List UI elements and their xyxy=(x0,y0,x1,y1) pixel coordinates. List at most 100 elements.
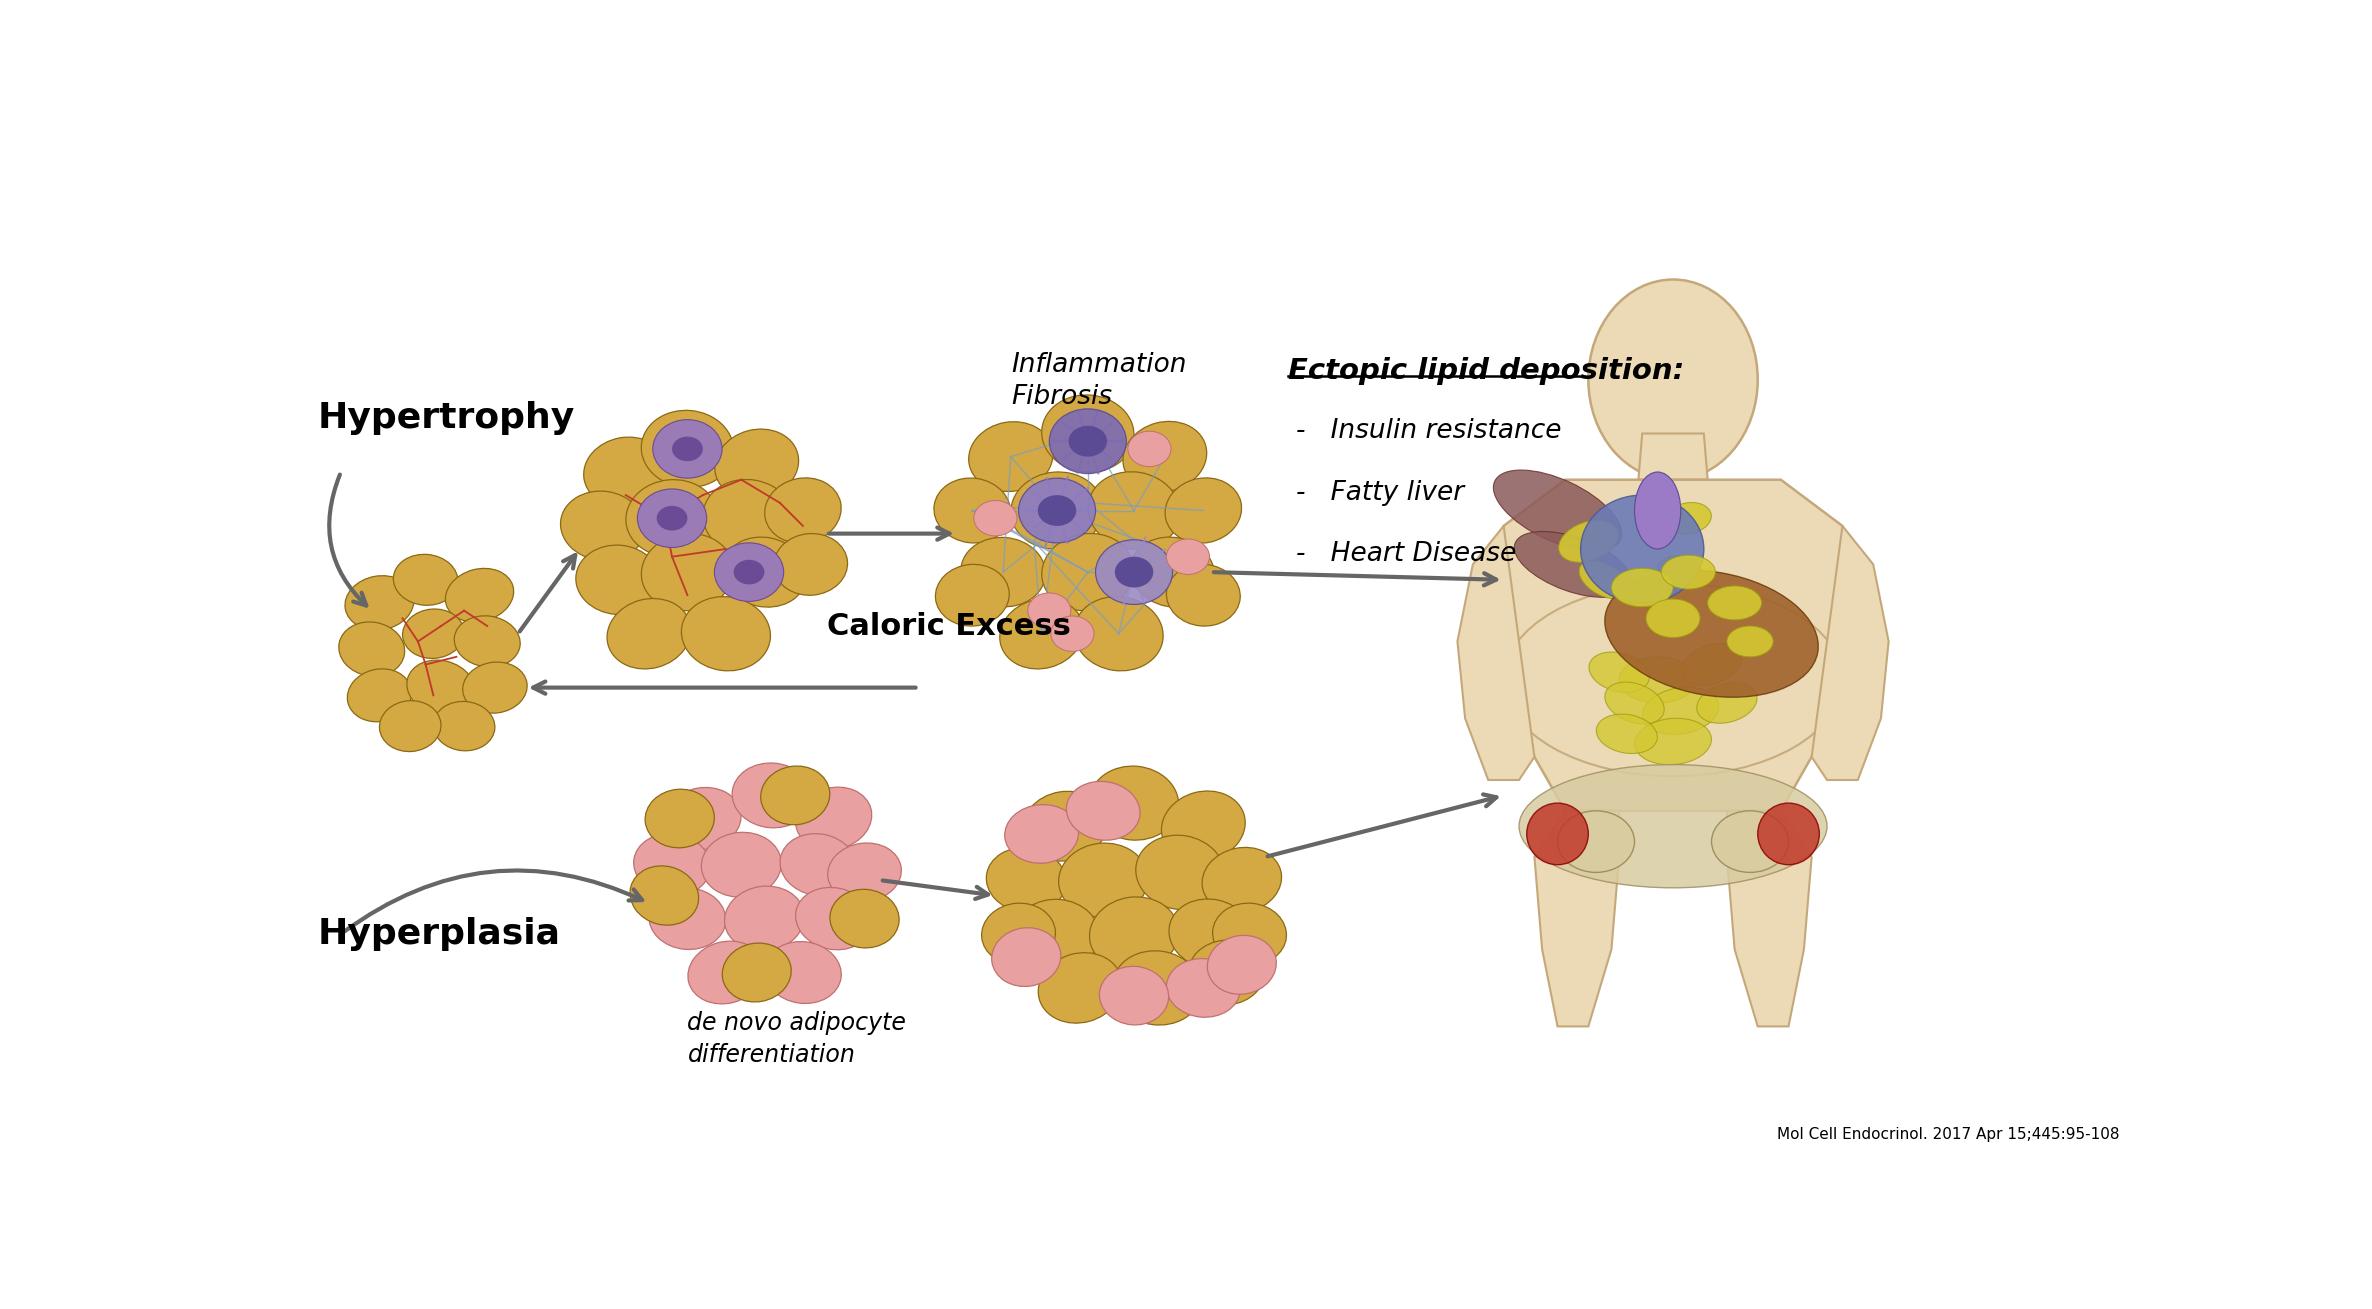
Ellipse shape xyxy=(1611,568,1672,607)
Ellipse shape xyxy=(645,789,714,848)
Ellipse shape xyxy=(975,500,1018,535)
Ellipse shape xyxy=(991,928,1060,987)
Ellipse shape xyxy=(1169,899,1252,969)
Ellipse shape xyxy=(638,490,707,547)
Polygon shape xyxy=(1812,526,1888,780)
Ellipse shape xyxy=(733,560,764,584)
Ellipse shape xyxy=(1727,626,1774,657)
Ellipse shape xyxy=(1075,597,1162,670)
Ellipse shape xyxy=(1089,766,1179,840)
Ellipse shape xyxy=(935,564,1008,626)
Ellipse shape xyxy=(681,597,771,670)
Text: Caloric Excess: Caloric Excess xyxy=(828,613,1072,641)
Ellipse shape xyxy=(1058,843,1148,918)
Ellipse shape xyxy=(780,834,856,895)
Ellipse shape xyxy=(657,505,688,530)
Text: Hyperplasia: Hyperplasia xyxy=(318,918,560,952)
Ellipse shape xyxy=(1041,395,1134,473)
Ellipse shape xyxy=(1122,421,1207,492)
Ellipse shape xyxy=(723,537,806,607)
Ellipse shape xyxy=(455,615,519,668)
Ellipse shape xyxy=(1646,600,1701,637)
Ellipse shape xyxy=(1660,555,1715,589)
Ellipse shape xyxy=(584,437,669,507)
Ellipse shape xyxy=(1758,804,1819,865)
Ellipse shape xyxy=(968,421,1053,491)
Ellipse shape xyxy=(1504,584,1843,776)
Ellipse shape xyxy=(408,660,474,715)
Ellipse shape xyxy=(982,903,1056,965)
Ellipse shape xyxy=(1708,586,1762,620)
Ellipse shape xyxy=(1513,531,1632,597)
Ellipse shape xyxy=(664,788,740,850)
Ellipse shape xyxy=(702,479,795,556)
Ellipse shape xyxy=(1606,682,1665,724)
Ellipse shape xyxy=(1518,764,1826,888)
Ellipse shape xyxy=(446,568,515,622)
Text: Inflammation
Fibrosis: Inflammation Fibrosis xyxy=(1010,352,1186,411)
Ellipse shape xyxy=(1558,810,1634,872)
Polygon shape xyxy=(1535,810,1620,1026)
Polygon shape xyxy=(1639,433,1708,479)
Ellipse shape xyxy=(1589,652,1649,692)
Ellipse shape xyxy=(1051,617,1093,652)
Ellipse shape xyxy=(1558,521,1618,563)
Ellipse shape xyxy=(1162,791,1245,861)
Ellipse shape xyxy=(1112,950,1203,1025)
Ellipse shape xyxy=(702,833,780,897)
Ellipse shape xyxy=(1696,683,1758,724)
Ellipse shape xyxy=(1634,719,1713,764)
Ellipse shape xyxy=(1027,593,1070,628)
Ellipse shape xyxy=(1015,899,1098,969)
Ellipse shape xyxy=(795,888,873,950)
Ellipse shape xyxy=(403,609,465,658)
Ellipse shape xyxy=(1682,644,1741,686)
Ellipse shape xyxy=(652,420,721,478)
Ellipse shape xyxy=(1022,792,1108,861)
Ellipse shape xyxy=(1634,473,1682,548)
Ellipse shape xyxy=(714,429,799,500)
Ellipse shape xyxy=(714,543,783,601)
Ellipse shape xyxy=(1713,810,1788,872)
Ellipse shape xyxy=(339,622,406,677)
Ellipse shape xyxy=(1131,537,1214,607)
Ellipse shape xyxy=(764,478,842,543)
Ellipse shape xyxy=(1010,473,1103,548)
Ellipse shape xyxy=(1115,556,1153,588)
Ellipse shape xyxy=(795,787,873,850)
Ellipse shape xyxy=(1212,903,1286,965)
Ellipse shape xyxy=(961,538,1046,607)
Ellipse shape xyxy=(463,662,527,713)
Polygon shape xyxy=(1456,526,1535,780)
Ellipse shape xyxy=(1596,715,1658,754)
Ellipse shape xyxy=(721,942,792,1001)
Text: -   Fatty liver: - Fatty liver xyxy=(1295,479,1464,505)
Ellipse shape xyxy=(1039,953,1122,1024)
Ellipse shape xyxy=(1641,687,1720,734)
Ellipse shape xyxy=(1067,425,1108,457)
Ellipse shape xyxy=(631,865,700,925)
Ellipse shape xyxy=(1580,495,1703,603)
Ellipse shape xyxy=(764,941,842,1004)
Ellipse shape xyxy=(1188,940,1264,1005)
Ellipse shape xyxy=(640,534,733,611)
Ellipse shape xyxy=(1006,805,1079,863)
Ellipse shape xyxy=(1089,897,1179,971)
Ellipse shape xyxy=(1167,564,1241,626)
Ellipse shape xyxy=(1067,781,1141,840)
Ellipse shape xyxy=(1167,539,1210,575)
Ellipse shape xyxy=(346,669,410,721)
Ellipse shape xyxy=(1620,657,1696,703)
Ellipse shape xyxy=(344,576,413,630)
Ellipse shape xyxy=(1098,966,1169,1025)
Ellipse shape xyxy=(633,834,709,895)
Ellipse shape xyxy=(761,766,830,825)
Text: Hypertrophy: Hypertrophy xyxy=(318,401,574,435)
Ellipse shape xyxy=(1048,408,1127,474)
Ellipse shape xyxy=(380,700,441,751)
Ellipse shape xyxy=(723,886,804,952)
Ellipse shape xyxy=(1658,556,1703,588)
Ellipse shape xyxy=(999,598,1084,669)
Ellipse shape xyxy=(773,534,847,596)
Ellipse shape xyxy=(560,491,645,560)
